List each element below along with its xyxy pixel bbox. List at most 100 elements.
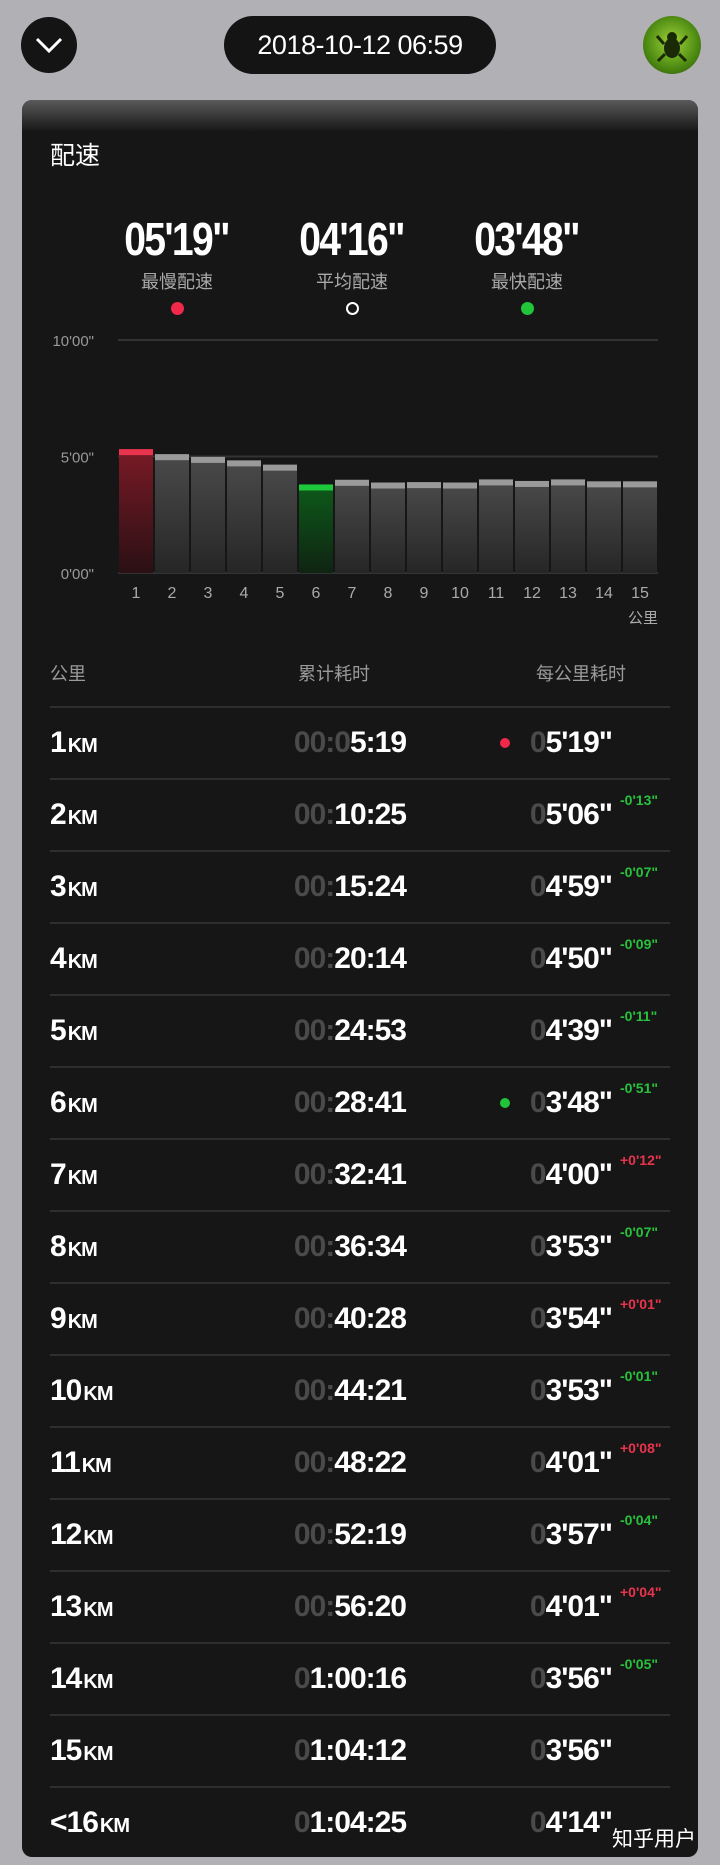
date-time-pill[interactable]: 2018-10-12 06:59 bbox=[224, 16, 496, 74]
km-label: 15 KM bbox=[50, 1734, 113, 1767]
table-row[interactable]: 5 KM 00:24:53 04'39" -0'11" bbox=[50, 994, 670, 1066]
card-title: 配速 bbox=[50, 142, 101, 170]
pace-delta: -0'09" bbox=[620, 936, 658, 952]
bar-cap bbox=[335, 479, 369, 486]
cumulative-time: 00:10:25 bbox=[293, 798, 407, 831]
x-tick-label: 6 bbox=[312, 585, 321, 602]
cumulative-time: 00:56:20 bbox=[293, 1590, 407, 1623]
cumulative-time: 00:52:19 bbox=[293, 1518, 407, 1551]
table-row[interactable]: 7 KM 00:32:41 04'00" +0'12" bbox=[50, 1138, 670, 1210]
table-row[interactable]: 12 KM 00:52:19 03'57" -0'04" bbox=[50, 1498, 670, 1570]
bar-cap bbox=[407, 482, 441, 489]
x-tick-label: 5 bbox=[276, 585, 285, 602]
km-pace: 04'01" bbox=[529, 1590, 613, 1623]
table-row[interactable]: 13 KM 00:56:20 04'01" +0'04" bbox=[50, 1570, 670, 1642]
bar bbox=[407, 482, 441, 573]
bar bbox=[155, 454, 189, 573]
x-tick-label: 10 bbox=[451, 585, 469, 602]
avatar[interactable] bbox=[643, 16, 701, 74]
km-pace: 03'56" bbox=[529, 1734, 613, 1767]
x-tick-label: 3 bbox=[204, 585, 213, 602]
pace-delta: -0'07" bbox=[620, 864, 658, 880]
km-label: <16 KM bbox=[50, 1806, 130, 1839]
slowest-marker-icon bbox=[500, 738, 510, 748]
cumulative-time: 00:48:22 bbox=[293, 1446, 407, 1479]
table-row[interactable]: 11 KM 00:48:22 04'01" +0'08" bbox=[50, 1426, 670, 1498]
pace-stat-value: 03'48" bbox=[474, 213, 581, 265]
pace-stat: 03'48" 最快配速 bbox=[427, 212, 627, 315]
fastest-marker-icon bbox=[500, 1098, 510, 1108]
bar-cap bbox=[443, 482, 477, 489]
pace-delta: +0'12" bbox=[620, 1152, 662, 1168]
km-label: 12 KM bbox=[50, 1518, 113, 1551]
x-tick-label: 11 bbox=[488, 585, 505, 602]
bar-cap bbox=[227, 460, 261, 467]
pace-delta: -0'11" bbox=[620, 1008, 658, 1024]
cumulative-time: 00:36:34 bbox=[293, 1230, 407, 1263]
cumulative-time: 00:28:41 bbox=[293, 1086, 407, 1119]
cumulative-time: 00:40:28 bbox=[293, 1302, 407, 1335]
km-pace: 03'48" bbox=[529, 1086, 613, 1119]
table-row[interactable]: 10 KM 00:44:21 03'53" -0'01" bbox=[50, 1354, 670, 1426]
frog-icon bbox=[655, 32, 689, 63]
bar bbox=[551, 479, 585, 573]
table-row[interactable]: 4 KM 00:20:14 04'50" -0'09" bbox=[50, 922, 670, 994]
bar-cap bbox=[263, 464, 297, 471]
pace-stat-label: 平均配速 bbox=[316, 272, 388, 292]
x-tick-label: 4 bbox=[240, 585, 249, 602]
km-pace: 05'19" bbox=[529, 726, 613, 759]
pace-delta: -0'07" bbox=[620, 1224, 658, 1240]
x-tick-label: 7 bbox=[348, 585, 357, 602]
cumulative-time: 01:00:16 bbox=[293, 1662, 407, 1695]
pace-stat-value: 05'19" bbox=[124, 213, 231, 265]
table-row[interactable]: 2 KM 00:10:25 05'06" -0'13" bbox=[50, 778, 670, 850]
x-tick-label: 15 bbox=[631, 585, 649, 602]
pace-delta: -0'51" bbox=[620, 1080, 658, 1096]
x-tick-label: 9 bbox=[420, 585, 429, 602]
pace-card: 配速 05'19" 最慢配速 04'16" 平均配速 03'48" 最快配速 0… bbox=[22, 100, 698, 1857]
bar bbox=[479, 479, 513, 573]
bar bbox=[623, 481, 657, 573]
pace-delta: -0'01" bbox=[620, 1368, 658, 1384]
pace-dot-icon bbox=[520, 302, 534, 315]
pace-stat: 05'19" 最慢配速 bbox=[77, 212, 277, 315]
km-label: 14 KM bbox=[50, 1662, 113, 1695]
table-row[interactable]: 9 KM 00:40:28 03'54" +0'01" bbox=[50, 1282, 670, 1354]
km-pace: 03'57" bbox=[529, 1518, 613, 1551]
km-pace: 04'14" bbox=[529, 1806, 613, 1839]
table-row[interactable]: 1 KM 00:05:19 05'19" bbox=[50, 706, 670, 778]
km-pace: 04'50" bbox=[529, 942, 613, 975]
bar-cap bbox=[515, 480, 549, 487]
y-tick-label: 10'00" bbox=[52, 333, 94, 350]
bar-cap bbox=[587, 481, 621, 488]
km-label: 11 KM bbox=[50, 1446, 112, 1479]
km-pace: 03'54" bbox=[529, 1302, 613, 1335]
km-pace: 04'59" bbox=[529, 870, 613, 903]
table-row[interactable]: 6 KM 00:28:41 03'48" -0'51" bbox=[50, 1066, 670, 1138]
x-tick-label: 8 bbox=[384, 585, 393, 602]
chevron-down-icon bbox=[35, 37, 63, 54]
pace-delta: +0'04" bbox=[620, 1584, 662, 1600]
bar bbox=[191, 456, 225, 573]
watermark: 知乎用户 bbox=[612, 1828, 696, 1851]
x-tick-label: 14 bbox=[595, 585, 613, 602]
table-row[interactable]: 14 KM 01:00:16 03'56" -0'05" bbox=[50, 1642, 670, 1714]
table-row[interactable]: <16 KM 01:04:25 04'14" bbox=[50, 1786, 670, 1857]
km-pace: 04'00" bbox=[529, 1158, 613, 1191]
bar bbox=[515, 480, 549, 573]
bar bbox=[263, 464, 297, 573]
pace-delta: -0'13" bbox=[620, 792, 658, 808]
km-label: 1 KM bbox=[50, 726, 98, 759]
table-row[interactable]: 15 KM 01:04:12 03'56" bbox=[50, 1714, 670, 1786]
collapse-button[interactable] bbox=[21, 17, 77, 73]
bar-cap bbox=[191, 456, 225, 463]
table-row[interactable]: 8 KM 00:36:34 03'53" -0'07" bbox=[50, 1210, 670, 1282]
cumulative-time: 01:04:12 bbox=[293, 1734, 407, 1767]
km-label: 6 KM bbox=[50, 1086, 98, 1119]
km-pace: 03'53" bbox=[529, 1230, 613, 1263]
header-pace: 每公里耗时 bbox=[536, 664, 626, 684]
km-label: 3 KM bbox=[50, 870, 98, 903]
km-pace: 03'53" bbox=[529, 1374, 613, 1407]
table-row[interactable]: 3 KM 00:15:24 04'59" -0'07" bbox=[50, 850, 670, 922]
